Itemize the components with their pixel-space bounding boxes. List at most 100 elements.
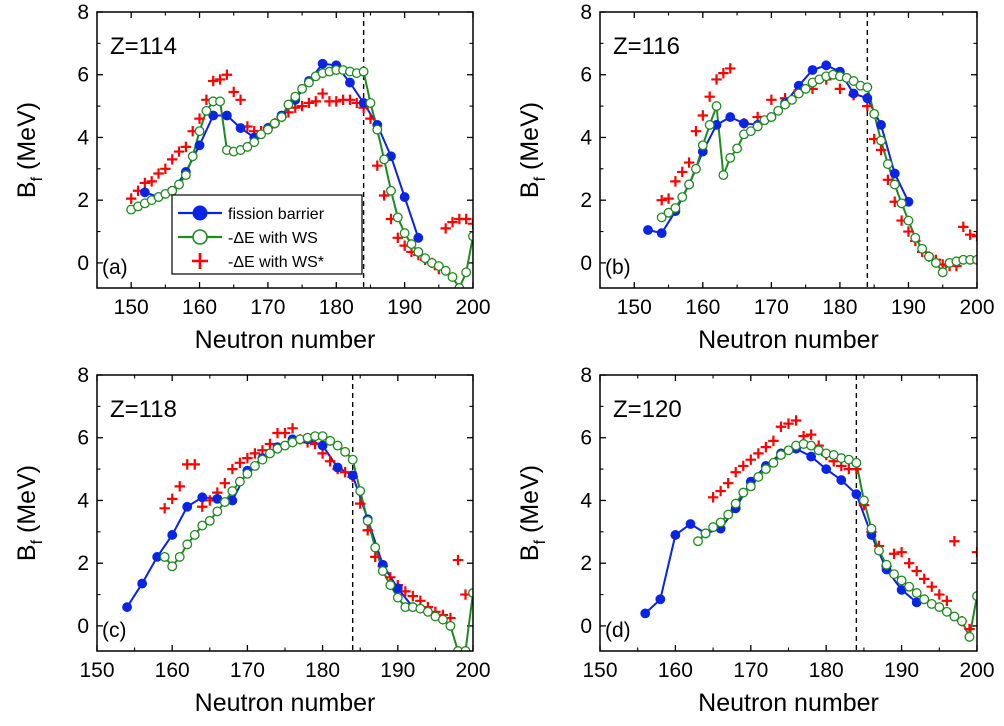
data-layer [122, 423, 473, 651]
data-point-ws [889, 179, 900, 190]
data-point-barrier [670, 530, 681, 540]
data-point-ws [262, 124, 273, 135]
data-point-wsstar [790, 415, 802, 426]
data-point-ws [460, 646, 471, 651]
data-point-barrier [848, 88, 859, 99]
data-point-ws [256, 129, 267, 140]
data-point-barrier [122, 602, 132, 612]
data-point-ws [249, 137, 260, 148]
data-point-wsstar [197, 501, 208, 512]
data-point-ws [347, 454, 358, 465]
legend-entry-ws: -ΔE with WS [178, 229, 318, 247]
data-point-ws [242, 141, 253, 152]
data-point-ws [187, 151, 198, 162]
data-point-barrier [235, 123, 246, 133]
data-point-wsstar [670, 176, 681, 187]
data-point-ws [851, 457, 862, 468]
y-label-subscript: f [532, 539, 549, 544]
y-tick-label: 8 [77, 364, 89, 387]
y-tick-label: 2 [77, 552, 89, 575]
data-point-wsstar [219, 478, 231, 489]
data-point-wsstar [725, 63, 736, 74]
y-tick-label: 4 [77, 126, 89, 149]
data-point-wsstar [971, 547, 977, 558]
data-point-barrier [194, 140, 205, 151]
y-tick-label: 0 [580, 252, 592, 275]
x-tick-label: 200 [959, 296, 994, 319]
data-point-ws [718, 170, 729, 181]
data-point-wsstar [221, 69, 233, 80]
data-point-ws [433, 261, 444, 271]
data-point-wsstar [174, 481, 185, 492]
x-axis-label: Neutron number [195, 689, 376, 717]
x-tick-label: 170 [230, 659, 265, 682]
data-point-barrier [347, 470, 358, 481]
x-tick-label: 150 [617, 296, 652, 319]
y-tick-label: 4 [77, 489, 89, 512]
data-point-ws [189, 530, 200, 540]
data-point-wsstar [242, 452, 253, 464]
x-axis-label: Neutron number [195, 326, 376, 354]
x-axis-label: Neutron number [698, 689, 879, 717]
data-point-ws [691, 163, 701, 174]
data-point-wsstar [227, 463, 238, 475]
data-point-barrier [876, 120, 886, 130]
data-point-wsstar [407, 590, 419, 602]
data-point-ws [700, 528, 711, 539]
legend-entry-wsstar: -ΔE with WS* [192, 253, 324, 271]
data-point-ws [670, 203, 681, 213]
data-point-wsstar [958, 221, 969, 233]
data-point-wsstar [160, 163, 171, 175]
y-tick-label: 6 [77, 64, 89, 87]
data-point-ws [806, 440, 817, 451]
data-point-ws [919, 594, 930, 605]
data-point-barrier [821, 60, 832, 71]
data-point-wsstar [317, 88, 328, 99]
data-point-ws [858, 495, 869, 506]
data-point-wsstar [310, 96, 321, 107]
data-point-wsstar [760, 441, 772, 453]
data-point-ws [392, 592, 403, 603]
data-point-barrier [656, 228, 667, 239]
data-point-wsstar [911, 565, 922, 577]
data-point-wsstar [677, 166, 688, 178]
data-point-ws [745, 126, 756, 137]
data-point-wsstar [467, 218, 473, 229]
data-point-wsstar [768, 435, 779, 447]
data-point-ws [447, 272, 458, 282]
data-point-ws [167, 185, 178, 196]
data-point-barrier [399, 192, 410, 202]
ticks: 150 160 170 180 190 200 0 2 4 6 8 [580, 364, 994, 682]
data-point-ws [234, 476, 245, 487]
data-point-wsstar [447, 216, 458, 228]
y-label-subscript: f [532, 176, 549, 181]
panel-a: 150 160 170 180 190 200 0 2 4 6 8 Z=114 (a) Neutron n… [13, 1, 491, 354]
data-point-wsstar [722, 478, 734, 489]
data-point-ws [406, 239, 417, 250]
data-point-wsstar [167, 493, 178, 505]
x-tick-label: 200 [455, 659, 490, 682]
data-point-ws [174, 551, 185, 562]
data-point-barrier [851, 489, 862, 500]
data-point-ws [194, 126, 205, 137]
data-point-wsstar [189, 459, 200, 470]
data-point-ws [697, 140, 708, 151]
y-label-main: B [13, 544, 41, 561]
data-point-ws [783, 445, 794, 456]
data-point-wsstar [704, 91, 715, 102]
x-tick-label: 190 [891, 296, 926, 319]
data-point-wsstar [690, 125, 702, 137]
data-point-ws [420, 253, 431, 264]
y-tick-label: 8 [580, 364, 592, 387]
data-point-wsstar [715, 485, 726, 497]
series-markers-ws [656, 69, 977, 278]
data-point-ws [399, 228, 410, 239]
y-label-subscript: f [29, 539, 46, 544]
data-point-ws [738, 487, 749, 498]
x-tick-label: 180 [319, 296, 354, 319]
data-point-ws [358, 66, 369, 77]
data-point-ws [201, 105, 212, 116]
x-tick-label: 170 [754, 296, 789, 319]
data-point-barrier [821, 464, 832, 474]
data-point-wsstar [783, 418, 794, 429]
